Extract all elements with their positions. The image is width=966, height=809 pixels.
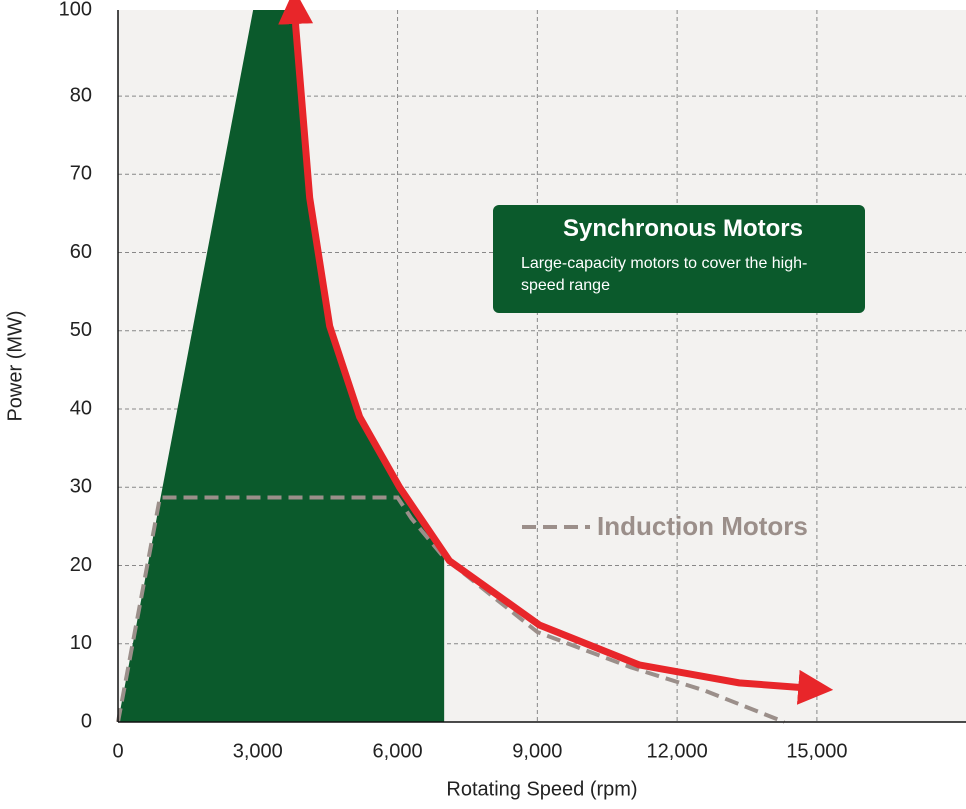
y-tick-label: 70 (70, 163, 92, 185)
arrow-curve (278, 0, 834, 705)
y-tick-label: 80 (70, 84, 92, 106)
y-tick-label: 20 (70, 554, 92, 576)
x-tick-label: 9,000 (512, 740, 562, 762)
line (116, 495, 786, 724)
x-axis-label: Rotating Speed (rpm) (446, 778, 637, 800)
x-tick-label: 6,000 (373, 740, 423, 762)
x-tick-label: 12,000 (647, 740, 708, 762)
x-tick-label: 0 (112, 740, 123, 762)
y-tick-label: 60 (70, 241, 92, 263)
annotation-box: Synchronous Motors Large-capacity motors… (493, 205, 865, 313)
y-tick-label: 50 (70, 319, 92, 341)
y-tick-label: 100 (59, 0, 92, 20)
y-tick-label: 40 (70, 397, 92, 419)
y-tick-label: 0 (81, 710, 92, 732)
legend-label: Induction Motors (597, 511, 808, 541)
annotation-text: Large-capacity motors to cover the high-… (521, 255, 808, 294)
y-tick-label: 30 (70, 476, 92, 498)
y-axis-label: Power (MW) (4, 310, 26, 421)
x-tick-label: 3,000 (233, 740, 283, 762)
x-tick-label: 15,000 (786, 740, 847, 762)
y-tick-label: 10 (70, 632, 92, 654)
annotation-title: Synchronous Motors (562, 215, 803, 242)
